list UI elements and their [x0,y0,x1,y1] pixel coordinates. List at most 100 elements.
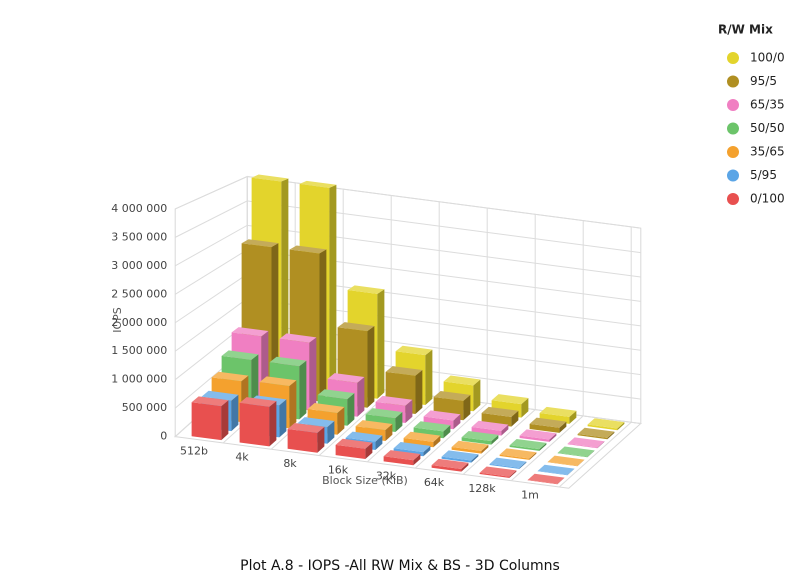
bar [587,418,625,431]
y-tick-label: 1 000 000 [111,373,167,386]
bar-front [587,424,618,431]
bar-top [509,438,547,450]
bar-side [461,462,469,472]
bar-top [211,371,249,382]
bar-side [511,410,519,427]
bar-side [539,442,547,451]
bar-top [527,473,565,484]
bar-front [191,402,222,441]
bar-top [299,180,337,188]
bar [479,466,517,478]
bar [537,464,575,476]
bar-side [317,426,325,453]
bar-front [403,437,434,448]
bar-side [299,360,307,420]
bar-side [375,435,383,451]
bar-top [519,429,557,440]
bar-side [433,435,441,448]
bar-top [191,396,229,407]
legend-swatch [727,52,739,64]
legend-label: 65/35 [750,98,785,112]
bar [577,427,615,440]
bar-front [461,437,492,445]
y-tick-label: 2 500 000 [111,287,167,300]
legend-label: 95/5 [750,74,777,88]
bar-side [519,461,527,469]
legend-swatch [727,75,739,88]
bar-side [607,431,615,440]
bar [441,450,479,463]
bar-top [279,333,317,343]
bar-front [383,456,414,466]
bar-top [403,431,441,442]
y-tick-label: 0 [160,430,167,443]
bar [335,438,373,460]
bar-top [335,438,373,449]
bar [557,446,595,458]
bar-top [577,427,615,438]
bar-front [239,402,270,447]
y-tick-label: 3 500 000 [111,230,167,243]
bar-side [509,470,517,478]
bar-top [587,418,625,429]
bar-side [559,421,567,433]
bar-side [367,326,375,408]
bar-side [473,379,481,412]
bar-top [251,174,289,182]
bar-side [347,393,355,426]
bar-side [521,398,529,418]
bar-top [385,366,423,376]
bar-top [347,285,385,294]
bar-top [481,406,519,417]
bar-top [201,390,239,401]
grid-line [174,224,641,278]
bar-top [413,421,451,432]
y-tick-label: 2 000 000 [111,316,167,329]
bar-side [413,453,421,466]
bar [529,417,567,433]
bar [489,457,527,469]
bar [403,431,441,448]
bar-front [527,480,558,485]
bar-top [451,440,489,451]
bar-top [395,345,433,356]
legend-label: 5/95 [750,168,777,182]
bar-side [385,423,393,442]
bar-top [443,375,481,386]
bar-top [393,441,431,453]
bar-top [259,376,297,386]
bar-side [377,289,385,399]
bar-side [567,468,575,476]
bar-side [329,184,337,393]
bar-top [431,458,469,470]
bar-side [269,401,277,447]
y-axis-label: IOPS [111,307,124,333]
bar [519,429,557,442]
legend-label: 35/65 [750,145,785,159]
bar-top [221,350,259,360]
bar-side [529,452,537,460]
bar [239,397,277,447]
y-tick-label: 500 000 [122,401,168,414]
bar-side [425,349,433,406]
bar-top [241,239,279,248]
x-tick-label: 16k [328,463,349,476]
bar-side [491,434,499,445]
bar-top [365,408,403,419]
bar-top [441,450,479,461]
bar-side [423,445,431,457]
bar-front [529,423,560,433]
bar-side [405,399,413,424]
bar-side [481,444,489,454]
bar-front [471,427,502,436]
bar [509,438,547,451]
bar [499,448,537,460]
x-tick-label: 64k [424,476,445,489]
bar-top [289,245,327,254]
bar-top [423,410,461,421]
bar [431,458,469,472]
bar-front [499,454,530,460]
bar-top [539,406,577,417]
bar [547,455,585,467]
legend-label: 100/0 [750,51,785,65]
